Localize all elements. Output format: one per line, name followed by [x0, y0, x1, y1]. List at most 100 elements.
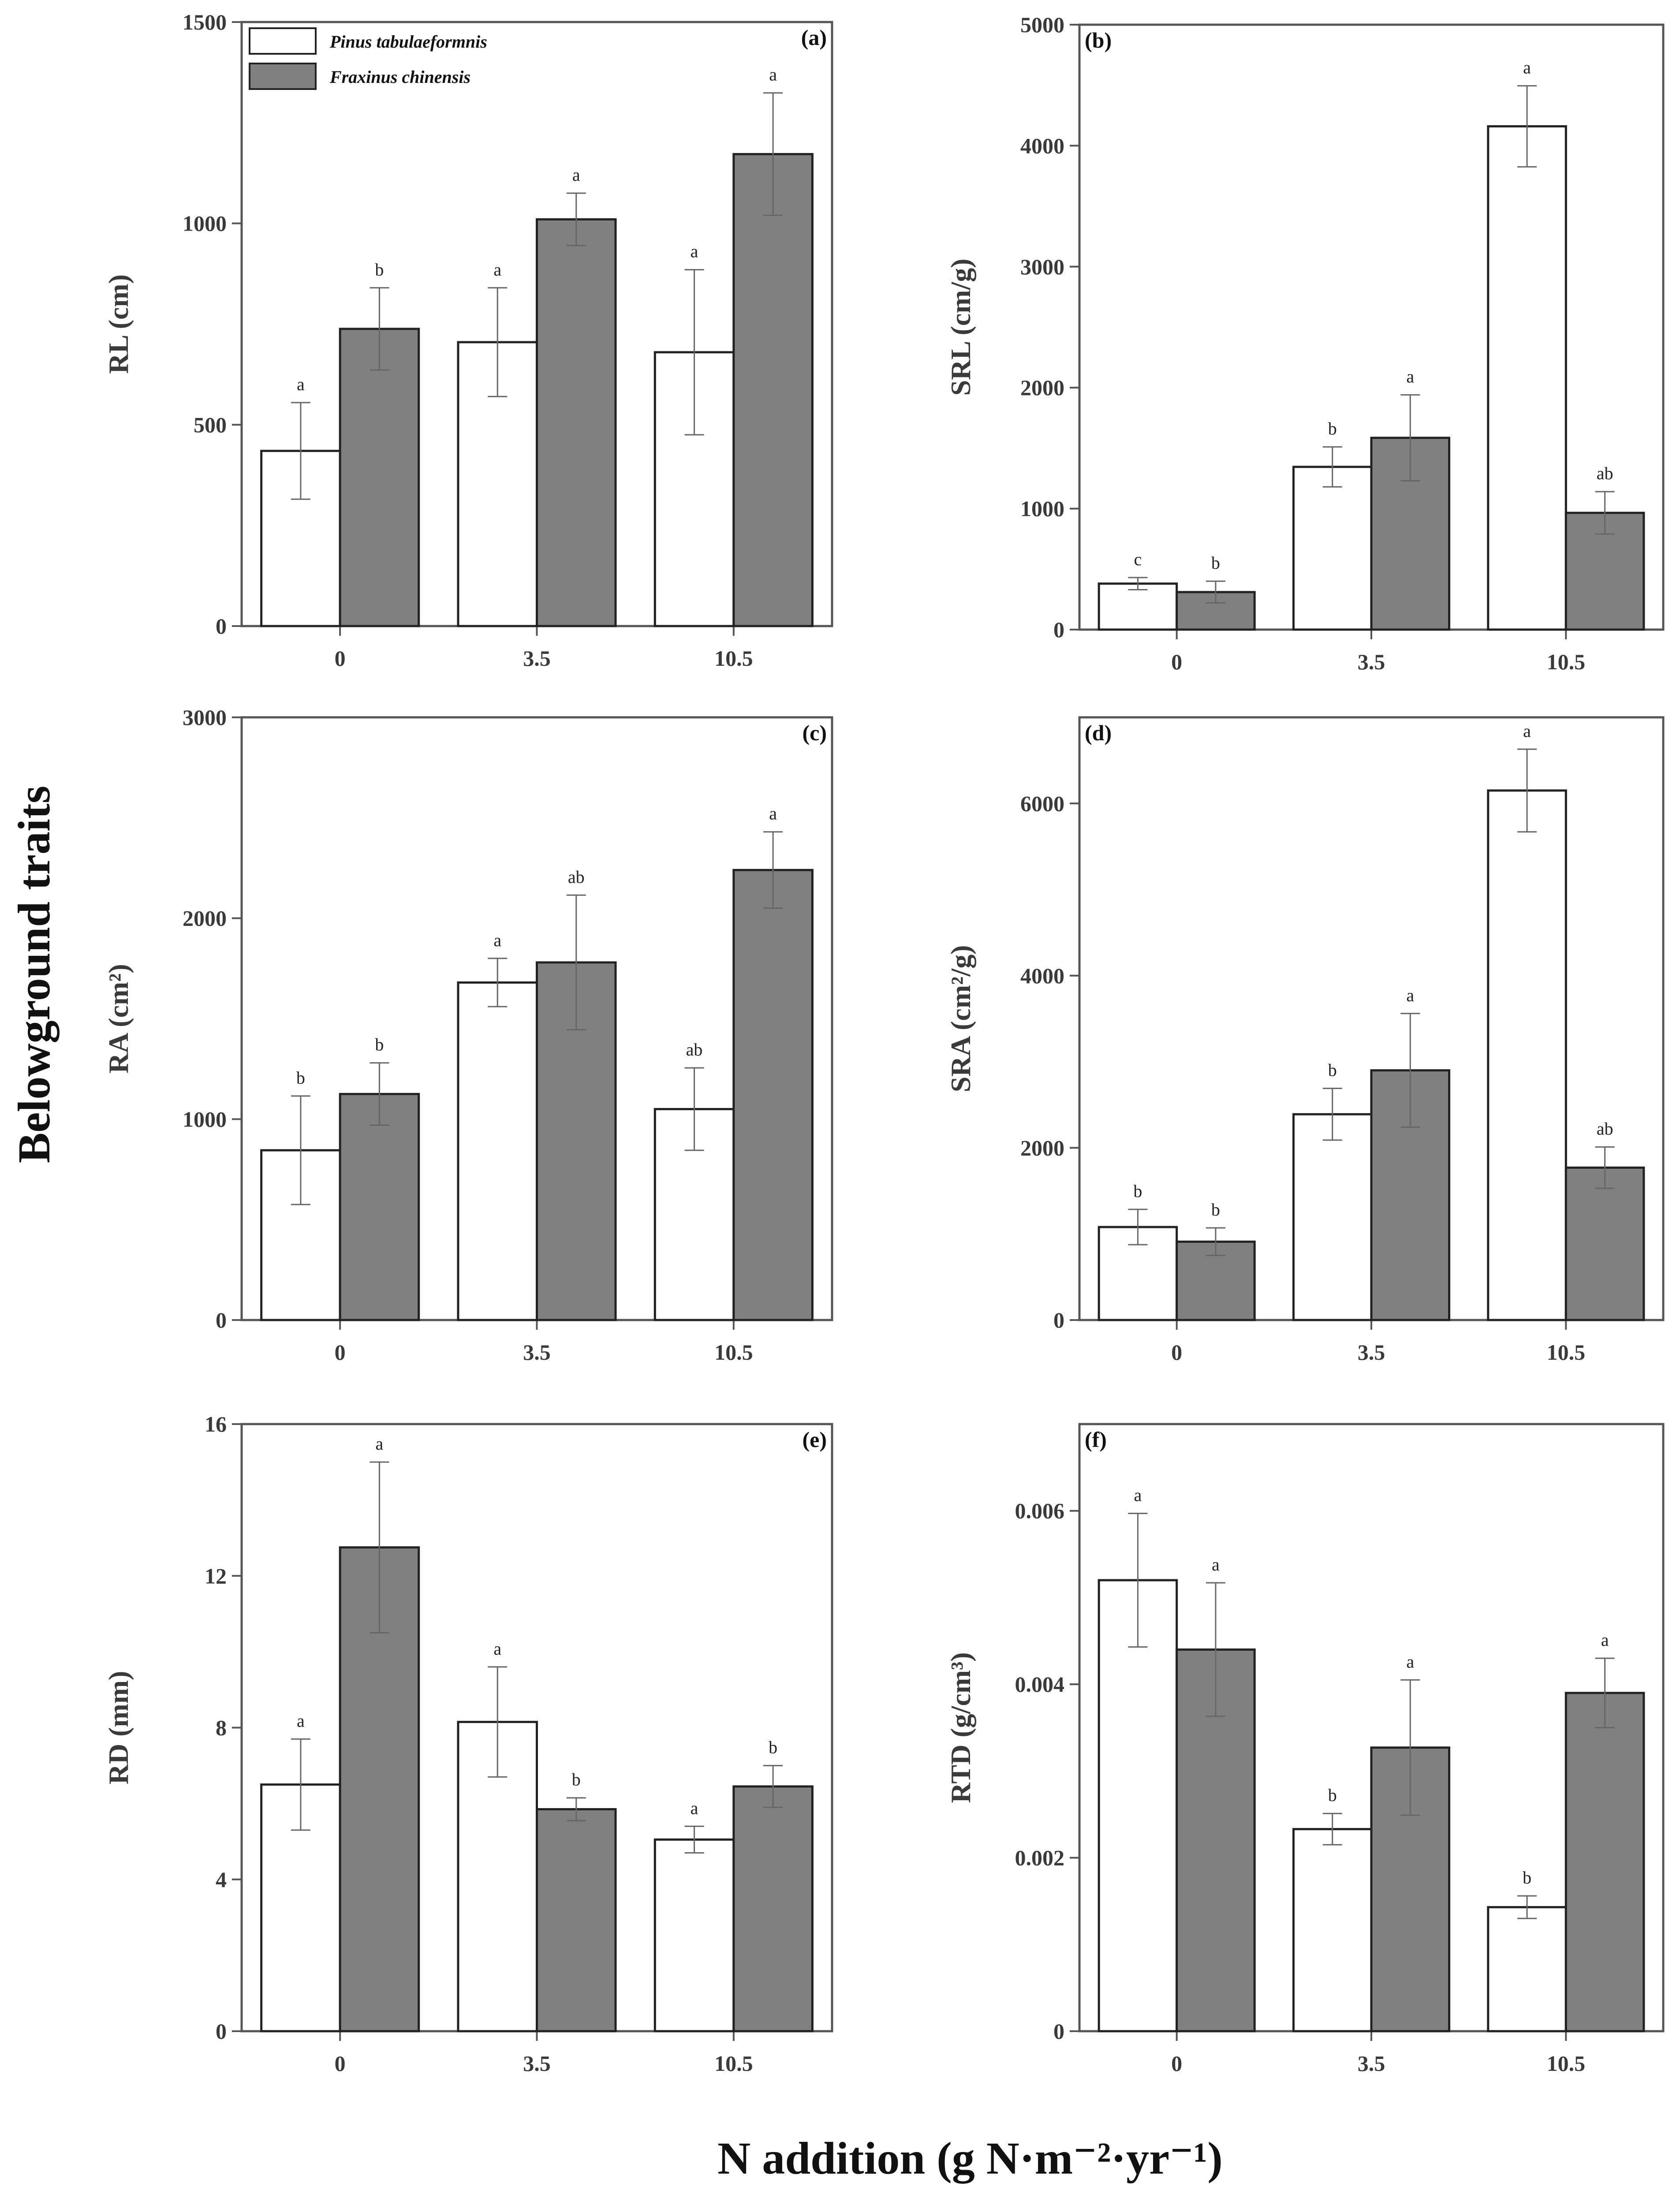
significance-letter: b: [296, 1068, 305, 1088]
x-tick-label: 0: [335, 646, 346, 671]
significance-letter: a: [1406, 367, 1414, 387]
y-axis-title: RA (cm²): [103, 964, 134, 1073]
legend: Pinus tabulaeformnis Fraxinus chinensis: [249, 27, 487, 90]
panel-label: (f): [1085, 1427, 1107, 1452]
figure-ylabel: Belowground traits: [9, 786, 60, 1163]
significance-letter: a: [1406, 985, 1414, 1005]
panel-label: (b): [1085, 28, 1112, 52]
significance-letter: ab: [1597, 1119, 1613, 1138]
significance-letter: a: [1523, 58, 1531, 78]
significance-letter: ab: [1597, 463, 1613, 483]
y-tick-label: 2000: [1020, 1135, 1064, 1160]
x-tick-label: 10.5: [714, 1340, 753, 1365]
legend-swatch-fraxinus: [249, 63, 317, 90]
x-tick-label: 3.5: [523, 646, 551, 671]
x-tick-label: 10.5: [714, 2051, 753, 2076]
y-tick-label: 12: [205, 1563, 227, 1588]
y-tick-label: 4: [216, 1867, 227, 1892]
significance-letter: ab: [568, 867, 585, 887]
bar-fraxinus: [732, 869, 814, 1321]
x-tick-label: 0: [1171, 649, 1182, 674]
significance-letter: a: [297, 374, 305, 394]
x-tick-label: 3.5: [1358, 2051, 1385, 2076]
legend-label-pinus: Pinus tabulaeformnis: [329, 32, 487, 52]
significance-letter: b: [1328, 1785, 1337, 1805]
y-tick-label: 0: [1053, 617, 1064, 642]
x-tick-label: 3.5: [523, 2051, 551, 2076]
bar-pinus: [1487, 789, 1567, 1321]
x-tick-label: 10.5: [1547, 649, 1586, 674]
y-tick-label: 3000: [183, 705, 227, 730]
bar-pinus: [457, 981, 538, 1321]
y-tick-label: 4000: [1020, 133, 1064, 158]
significance-letter: a: [297, 1711, 305, 1731]
y-tick-label: 6000: [1020, 791, 1064, 816]
significance-letter: b: [1328, 1060, 1337, 1080]
y-tick-label: 1000: [1020, 496, 1064, 521]
bar-fraxinus: [732, 153, 814, 627]
x-tick-label: 3.5: [523, 1340, 551, 1365]
y-axis-title: RL (cm): [103, 274, 134, 374]
legend-swatch-pinus: [249, 27, 317, 55]
bar-pinus: [1098, 582, 1178, 631]
bar-pinus: [1487, 1906, 1567, 2033]
x-tick-label: 0: [1171, 1340, 1182, 1365]
significance-letter: a: [572, 165, 580, 185]
y-tick-label: 0.004: [1015, 1672, 1065, 1697]
x-tick-label: 0: [335, 1340, 346, 1365]
x-tick-label: 10.5: [1547, 2051, 1586, 2076]
significance-letter: b: [1523, 1868, 1531, 1887]
legend-label-fraxinus: Fraxinus chinensis: [329, 67, 470, 87]
significance-letter: a: [1523, 721, 1531, 741]
significance-letter: ab: [686, 1040, 703, 1059]
significance-letter: a: [691, 1798, 698, 1818]
y-tick-label: 2000: [183, 906, 227, 931]
bar-fraxinus: [1564, 1692, 1645, 2033]
significance-letter: b: [1328, 419, 1337, 439]
y-tick-label: 1500: [183, 10, 227, 34]
y-axis-title: RD (mm): [103, 1671, 134, 1785]
significance-letter: b: [769, 1738, 777, 1757]
significance-letter: a: [1212, 1555, 1220, 1574]
bar-fraxinus: [536, 218, 617, 627]
bar-pinus: [1098, 1579, 1178, 2033]
bar-pinus: [1292, 1828, 1373, 2033]
significance-letter: a: [493, 1639, 501, 1659]
y-tick-label: 5000: [1020, 12, 1064, 37]
bar-fraxinus: [339, 328, 420, 627]
significance-letter: a: [1601, 1630, 1609, 1650]
y-tick-label: 0.002: [1015, 1846, 1065, 1870]
x-tick-label: 0: [335, 2051, 346, 2076]
panel-label: (a): [801, 25, 827, 50]
bar-fraxinus: [732, 1785, 814, 2033]
x-tick-label: 0: [1171, 2051, 1182, 2076]
chart-panel: 0 1000 2000 3000 RA (cm²) (c) 0 b b 3.5 a ab 10.5 ab a: [103, 705, 833, 1365]
panel-label: (e): [803, 1427, 827, 1452]
y-tick-label: 4000: [1020, 963, 1064, 988]
y-tick-label: 0.006: [1015, 1499, 1065, 1523]
y-tick-label: 8: [216, 1716, 227, 1740]
x-tick-label: 3.5: [1358, 1340, 1385, 1365]
significance-letter: a: [493, 930, 501, 950]
x-tick-label: 10.5: [714, 646, 753, 671]
y-tick-label: 2000: [1020, 375, 1064, 400]
significance-letter: b: [1133, 1181, 1142, 1201]
significance-letter: b: [1211, 553, 1220, 573]
significance-letter: a: [691, 242, 698, 261]
significance-letter: a: [376, 1434, 384, 1454]
significance-letter: a: [769, 804, 777, 824]
chart-panel: 0 1000 2000 3000 4000 5000 SRL (cm/g) (b) 0 c b 3.5…: [945, 12, 1665, 674]
chart-panel: 0 0.002 0.004 0.006 RTD (g/cm³) (f) 0 a a 3.5 b a 10…: [945, 1423, 1665, 2076]
y-tick-label: 0: [1053, 1308, 1064, 1332]
significance-letter: a: [1134, 1485, 1142, 1505]
figure-xlabel: N addition (g N·m⁻²·yr⁻¹): [717, 2133, 1223, 2184]
x-tick-label: 3.5: [1358, 649, 1385, 674]
significance-letter: a: [493, 260, 501, 280]
bar-pinus: [1487, 125, 1567, 631]
bar-fraxinus: [339, 1093, 420, 1321]
significance-letter: b: [375, 1035, 384, 1055]
chart-panel: 0 2000 4000 6000 SRA (cm²/g) (d) 0 b b 3.5 b a 10.5 a…: [945, 716, 1665, 1365]
y-tick-label: 0: [216, 2019, 227, 2044]
